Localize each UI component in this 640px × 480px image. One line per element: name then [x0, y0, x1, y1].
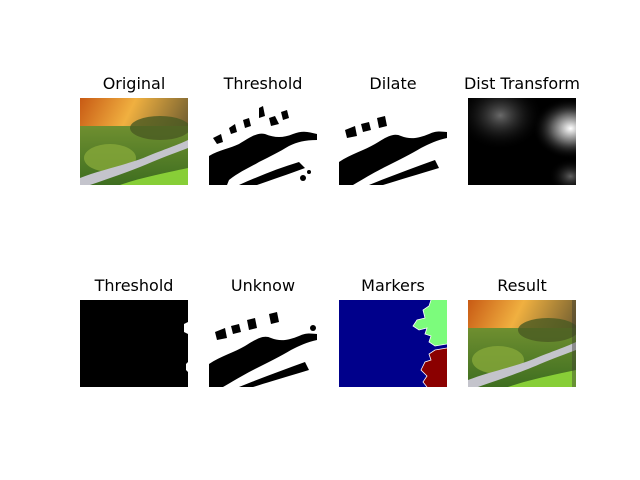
panel-title: Unknow	[230, 276, 296, 295]
panel-title: Threshold	[223, 74, 303, 93]
panel-title: Original	[102, 74, 166, 93]
dilate-image	[339, 98, 447, 185]
result-image	[468, 300, 576, 387]
panel-title: Dilate	[369, 74, 417, 93]
panel-title: Threshold	[94, 276, 174, 295]
threshold-2-image	[80, 300, 188, 387]
panel-title: Result	[497, 276, 547, 295]
original-image	[80, 98, 188, 185]
threshold-image	[209, 98, 317, 185]
dist-transform-image	[468, 98, 576, 185]
markers-image	[339, 300, 447, 387]
panel-title: Markers	[361, 276, 425, 295]
panel-title: Dist Transform	[463, 74, 581, 93]
unknow-image	[209, 300, 317, 387]
